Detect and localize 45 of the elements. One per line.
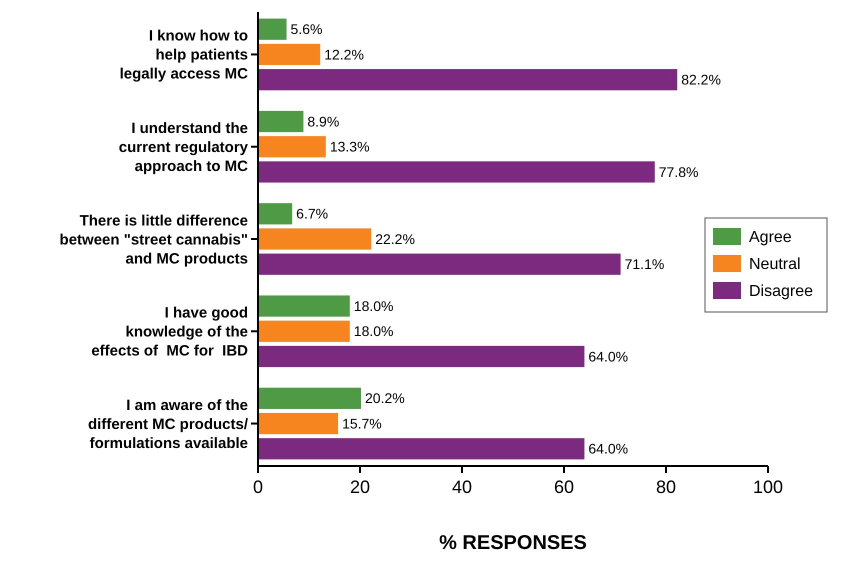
y-tick-label: I know how to help patients legally access MC	[120, 28, 248, 83]
data-label: 18.0%	[354, 298, 394, 314]
bar	[258, 254, 621, 275]
data-label: 8.9%	[307, 113, 340, 130]
data-label: 82.2%	[681, 72, 721, 88]
data-label: 6.7%	[296, 206, 328, 222]
bar	[258, 438, 584, 460]
x-tick-label: 40	[452, 477, 472, 497]
data-label: 20.2%	[365, 390, 405, 406]
bar	[258, 136, 326, 158]
bar	[258, 18, 287, 40]
bar	[258, 161, 655, 183]
legend-label: Neutral	[749, 256, 801, 274]
bar	[258, 203, 292, 224]
x-tick-label: 80	[656, 477, 676, 497]
bar	[258, 69, 678, 90]
legend-label: Agree	[749, 229, 792, 246]
data-label: 12.2%	[324, 46, 364, 62]
data-label: 18.0%	[354, 323, 394, 340]
bar	[258, 110, 304, 132]
data-label: 77.8%	[658, 164, 698, 180]
legend-label: Disagree	[749, 283, 814, 300]
bar	[258, 388, 362, 409]
bar	[258, 320, 350, 342]
data-label: 64.0%	[588, 440, 628, 457]
y-tick-label: I have good knowledge of the effects of MC for IBD	[91, 304, 248, 360]
x-tick-label: 100	[752, 477, 784, 497]
data-label: 71.1%	[624, 256, 664, 272]
x-tick-label: 20	[350, 477, 370, 497]
x-tick-label: 0	[252, 477, 264, 497]
x-axis-title: % RESPONSES	[439, 532, 587, 554]
bar	[258, 412, 338, 434]
bar	[258, 44, 320, 66]
x-tick-label: 60	[554, 477, 574, 497]
data-label: 64.0%	[588, 348, 628, 364]
data-label: 5.6%	[290, 21, 322, 38]
data-label: 13.3%	[330, 138, 370, 155]
bar	[258, 346, 584, 368]
bar	[258, 228, 372, 250]
data-label: 15.7%	[342, 415, 382, 432]
bar	[258, 295, 350, 317]
data-label: 22.2%	[375, 230, 415, 247]
y-tick-label: I am aware of the different MC products/ formulations available	[88, 396, 249, 452]
y-tick-label: There is little difference between "street cannabis" and MC products	[60, 212, 248, 268]
y-tick-label: I understand the current regulatory approach to MC	[118, 120, 249, 175]
